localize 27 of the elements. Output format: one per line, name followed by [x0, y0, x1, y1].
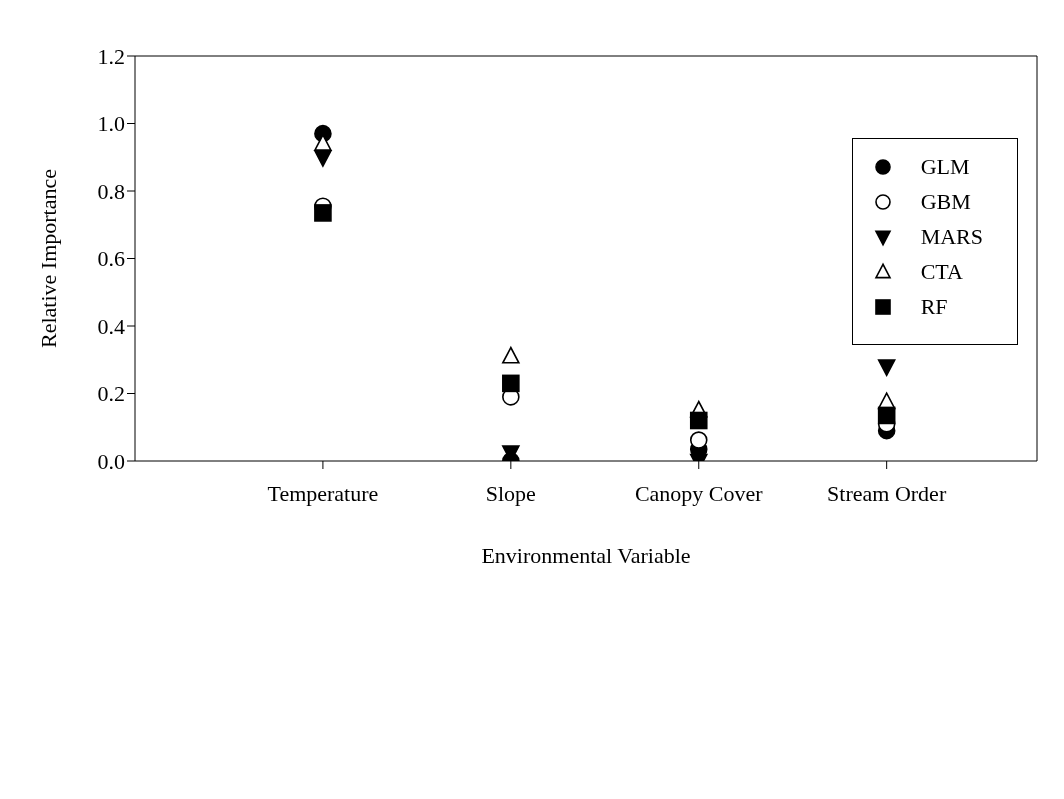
- legend-label: RF: [920, 293, 948, 320]
- point: [689, 411, 708, 430]
- x-tick-label: Slope: [485, 480, 536, 506]
- x-tick-label: Stream Order: [827, 480, 947, 506]
- point: [314, 134, 332, 151]
- legend-label: CTA: [920, 258, 963, 285]
- point: [877, 406, 896, 425]
- y-axis-title: Relative Importance: [35, 169, 61, 348]
- x-axis-title: Environmental Variable: [481, 543, 691, 568]
- y-tick-label: 0.6: [97, 246, 125, 272]
- point: [314, 204, 332, 222]
- x-tick-label: Canopy Cover: [634, 480, 764, 506]
- legend-label: MARS: [920, 223, 983, 250]
- legend-label: GLM: [920, 153, 970, 180]
- point: [502, 374, 520, 393]
- y-tick-label: 0.0: [97, 448, 125, 474]
- legend-label: GBM: [920, 188, 971, 215]
- y-tick-label: 0.2: [97, 381, 125, 407]
- y-tick-label: 0.8: [97, 178, 125, 204]
- point: [877, 359, 896, 377]
- x-tick-label: Temperature: [267, 480, 379, 506]
- point: [314, 150, 332, 167]
- y-tick-label: 1.0: [97, 111, 125, 137]
- point: [502, 346, 520, 364]
- point: [689, 431, 708, 449]
- y-tick-label: 1.2: [97, 43, 125, 69]
- y-tick-label: 0.4: [97, 313, 125, 339]
